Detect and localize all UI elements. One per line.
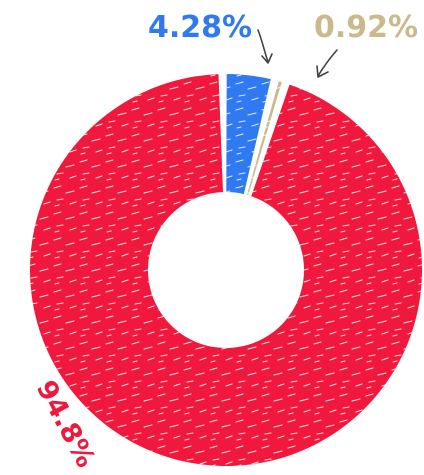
slice-94-8-texture xyxy=(30,74,423,467)
arrow-tan-label xyxy=(316,49,338,78)
arrow-blue-label xyxy=(257,29,273,64)
label-0-92: 0.92% xyxy=(314,10,418,45)
label-4-28: 4.28% xyxy=(148,10,252,45)
slice-0-92-texture xyxy=(246,81,282,196)
slice-4-28-texture xyxy=(226,74,271,195)
